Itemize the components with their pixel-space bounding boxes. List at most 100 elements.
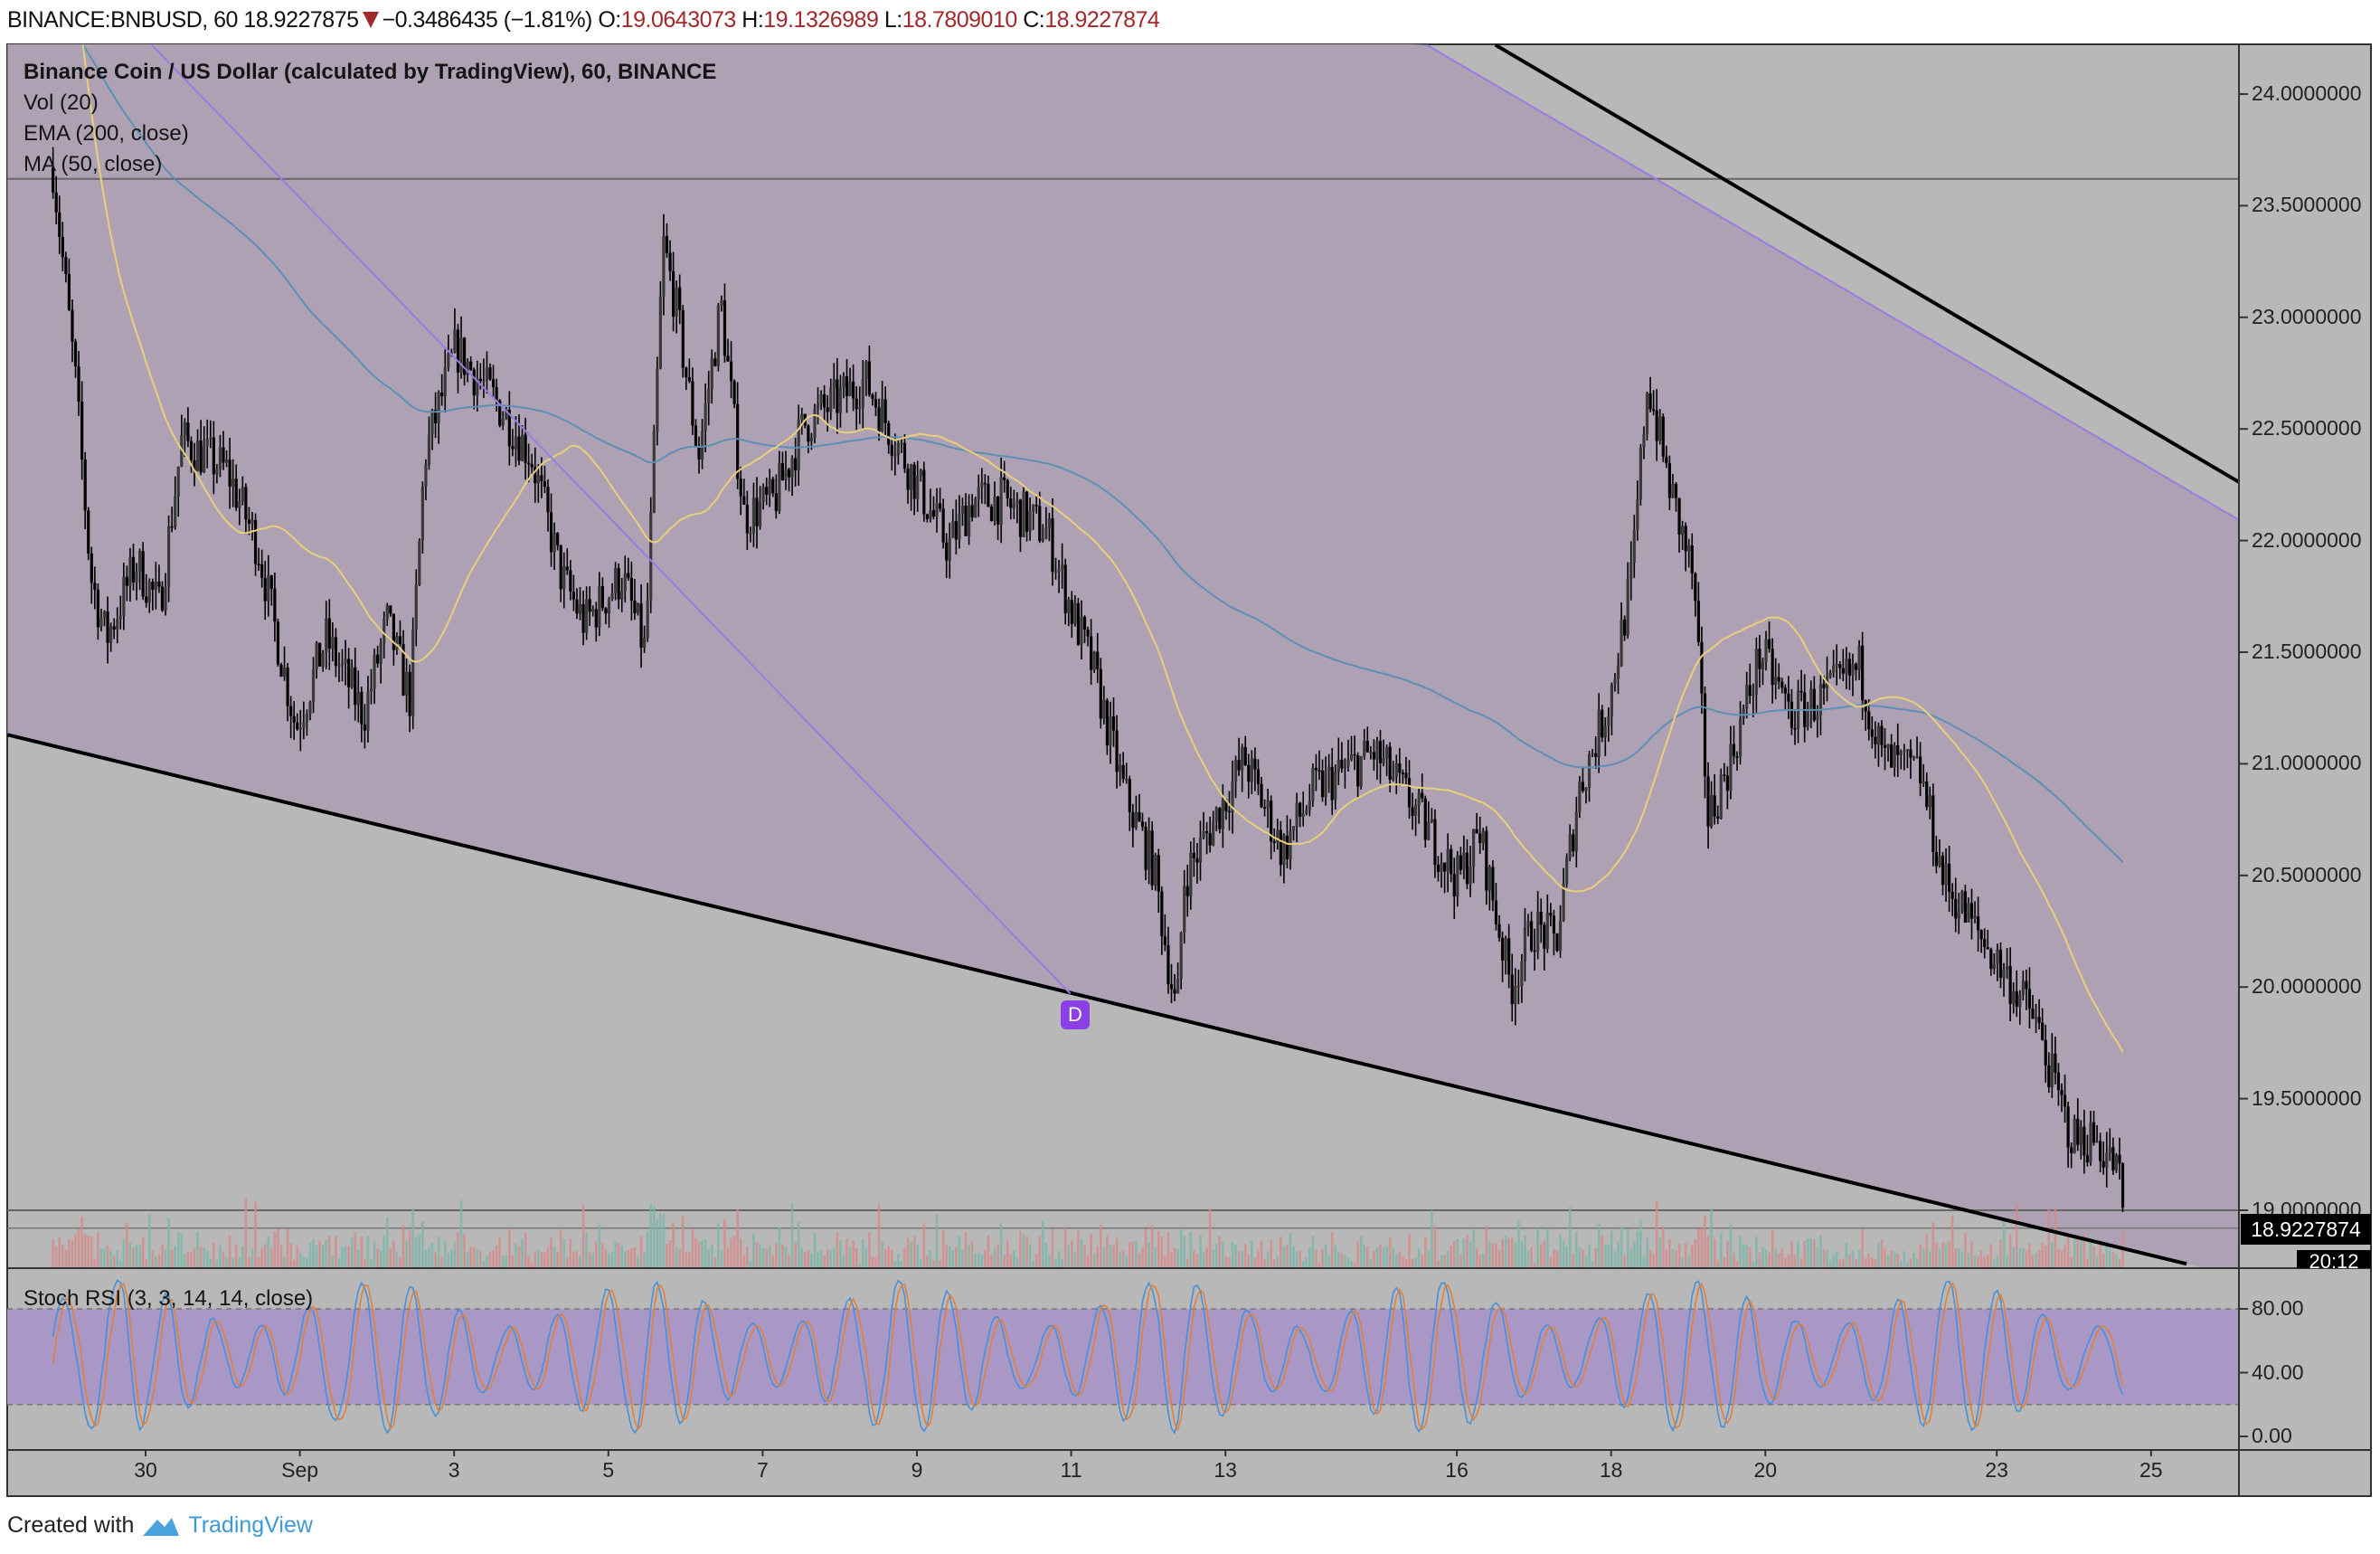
volume-bar (1636, 1231, 1639, 1268)
candle-body (1539, 911, 1543, 925)
volume-bar (1478, 1255, 1481, 1268)
trendline-channel-diagonal (151, 44, 1072, 995)
volume-bar (1944, 1244, 1948, 1268)
candle-body (1748, 685, 1752, 696)
candle-body (1976, 915, 1980, 931)
volume-bar (1996, 1256, 1999, 1268)
candle-body (919, 469, 922, 477)
time-axis-label: 25 (2139, 1458, 2163, 1482)
legend-volume[interactable]: Vol (20) (24, 90, 99, 115)
candle-body (813, 409, 817, 439)
candle-body (1725, 775, 1729, 791)
candle-body (1931, 795, 1935, 853)
legend-ma[interactable]: MA (50, close) (24, 152, 163, 176)
price-axis-label: 19.5000000 (2252, 1085, 2362, 1110)
volume-bar (1308, 1247, 1311, 1268)
volume-bar (759, 1244, 761, 1268)
volume-bar (511, 1255, 515, 1268)
candle-body (1414, 805, 1418, 816)
candle-body (778, 462, 781, 511)
candle-body (1549, 912, 1553, 916)
candle-body (685, 367, 688, 378)
volume-bar (1131, 1241, 1135, 1268)
volume-bar (296, 1245, 299, 1268)
tradingview-logo-icon[interactable] (141, 1514, 181, 1538)
time-axis-label: 23 (1985, 1458, 2008, 1482)
candle-body (1854, 663, 1858, 670)
candle-body (565, 566, 569, 571)
volume-bar (1061, 1259, 1063, 1268)
tradingview-link[interactable]: TradingView (188, 1512, 313, 1538)
candle-body (1401, 772, 1404, 774)
volume-bar (186, 1251, 190, 1268)
volume-bar (1986, 1255, 1989, 1268)
volume-bar (732, 1236, 736, 1268)
volume-bar (1639, 1219, 1642, 1268)
volume-bar (817, 1252, 819, 1268)
volume-bar (1427, 1251, 1431, 1268)
candle-body (1404, 772, 1408, 779)
candle-body (1533, 950, 1536, 952)
candle-body (420, 486, 424, 541)
legend-ema[interactable]: EMA (200, close) (24, 121, 189, 146)
volume-bar (1979, 1250, 1983, 1268)
volume-bar (1144, 1228, 1148, 1268)
candle-body (620, 591, 624, 600)
candle-body (1099, 668, 1102, 719)
volume-bar (492, 1250, 495, 1268)
candle-body (1442, 862, 1447, 872)
volume-bar (1758, 1252, 1761, 1268)
volume-bar (1280, 1236, 1282, 1268)
candle-body (1308, 801, 1311, 810)
volume-bar (1809, 1237, 1813, 1268)
candle-body (1475, 829, 1478, 834)
volume-bar (623, 1251, 627, 1268)
candle-body (260, 564, 264, 579)
candle-body (1471, 829, 1476, 867)
volume-bar (2051, 1242, 2054, 1268)
candle-body (340, 663, 345, 666)
volume-bar (999, 1223, 1003, 1268)
candle-body (858, 407, 862, 410)
volume-bar (447, 1253, 450, 1268)
candle-body (1369, 752, 1373, 753)
volume-bar (2047, 1209, 2051, 1268)
volume-bar (74, 1234, 77, 1268)
volume-bar (1555, 1250, 1559, 1268)
candle-body (1536, 911, 1540, 952)
candle-body (1790, 701, 1794, 729)
candle-body (720, 300, 723, 306)
volume-bar (1539, 1244, 1543, 1268)
volume-bar (810, 1253, 813, 1268)
candle-body (2111, 1147, 2115, 1170)
candle-body (1359, 756, 1363, 787)
volume-bar (90, 1236, 93, 1268)
candle-body (556, 533, 560, 545)
candle-body (1241, 746, 1244, 771)
candle-body (250, 519, 254, 525)
candle-body (1690, 545, 1694, 573)
candle-body (462, 337, 467, 375)
volume-bar (752, 1233, 755, 1268)
candle-body (852, 381, 855, 399)
candle-body (2047, 1065, 2051, 1087)
candle-body (507, 410, 511, 447)
volume-bar (562, 1238, 566, 1268)
dividend-badge[interactable]: D (1061, 1000, 1090, 1029)
candle-body (758, 501, 762, 526)
time-axis-label: 9 (911, 1458, 923, 1482)
volume-bar (1443, 1254, 1446, 1268)
volume-bar (842, 1256, 845, 1268)
volume-bar (552, 1246, 556, 1268)
volume-bar (534, 1251, 537, 1268)
candle-body (1140, 821, 1145, 828)
candle-body (311, 669, 316, 703)
volume-bar (1973, 1255, 1977, 1268)
volume-bar (392, 1240, 395, 1268)
volume-bar (1495, 1243, 1497, 1268)
candle-body (999, 477, 1003, 525)
volume-bar (1015, 1257, 1019, 1268)
rsi-axis-label: 80.00 (2252, 1296, 2304, 1320)
legend-stoch-rsi[interactable]: Stoch RSI (3, 3, 14, 14, close) (24, 1286, 314, 1311)
